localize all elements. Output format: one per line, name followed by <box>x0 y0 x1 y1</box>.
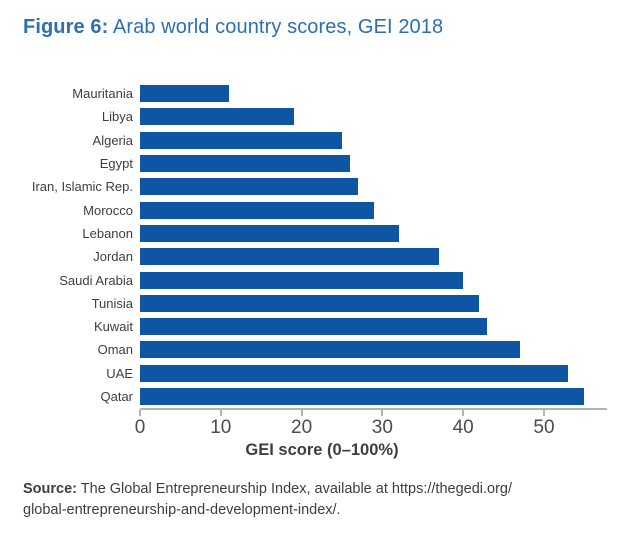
figure-title-text: Arab world country scores, GEI 2018 <box>108 16 444 38</box>
bar-track <box>140 108 607 126</box>
axis-tick-label: 30 <box>371 417 393 439</box>
bar <box>140 271 464 289</box>
bar <box>140 131 342 149</box>
bar-track <box>140 155 607 173</box>
category-label: Morocco <box>83 202 133 218</box>
bar <box>140 85 229 103</box>
bar-row: Tunisia <box>0 292 630 315</box>
category-label: Lebanon <box>82 225 133 241</box>
figure-title: Figure 6: Arab world country scores, GEI… <box>23 16 443 39</box>
bar <box>140 178 359 196</box>
bar-row: Lebanon <box>0 222 630 245</box>
bar <box>140 108 294 126</box>
axis-tick-label: 10 <box>210 417 232 439</box>
category-label: Oman <box>97 342 133 358</box>
bar <box>140 388 585 405</box>
bar-track <box>140 318 607 336</box>
bar <box>140 341 520 359</box>
x-axis: 0 10 20 30 40 50 <box>135 408 607 438</box>
category-label: Tunisia <box>91 295 133 311</box>
bar-row: Morocco <box>0 198 630 221</box>
category-label: Qatar <box>100 389 133 404</box>
category-label: Jordan <box>93 249 133 265</box>
axis-tick <box>219 410 222 417</box>
bar-track <box>140 364 607 382</box>
source-note: Source: The Global Entrepreneurship Inde… <box>23 479 603 521</box>
category-label: Kuwait <box>93 319 133 335</box>
bar-track <box>140 85 607 103</box>
bar-rows: Mauritania Libya Algeria Egypt Iran, Islamic… <box>0 82 630 408</box>
category-label: Egypt <box>99 156 133 172</box>
bar-track <box>140 178 607 196</box>
x-axis-label: GEI score (0–100%) <box>245 441 399 459</box>
category-label: Libya <box>101 109 133 125</box>
bar-row: Egypt <box>0 152 630 175</box>
bar-track <box>140 248 607 266</box>
bar <box>140 294 480 312</box>
bar-track <box>140 294 607 312</box>
bar-row: Libya <box>0 105 630 128</box>
bar-row: Algeria <box>0 129 630 152</box>
category-label: Mauritania <box>72 86 133 102</box>
bar-row: UAE <box>0 362 630 385</box>
bar-row: Kuwait <box>0 315 630 338</box>
category-label: Algeria <box>92 132 133 148</box>
bar-track <box>140 131 607 149</box>
bar-chart: Mauritania Libya Algeria Egypt Iran, Islamic… <box>0 82 630 438</box>
axis-tick <box>462 410 465 417</box>
axis-tick-label: 40 <box>452 417 474 439</box>
bar-row: Mauritania <box>0 82 630 105</box>
bar <box>140 224 399 242</box>
bar-row: Qatar <box>0 385 630 408</box>
bar-row: Oman <box>0 338 630 361</box>
axis-tick <box>542 410 545 417</box>
axis-tick-label: 0 <box>134 417 146 439</box>
bar <box>140 201 375 219</box>
bar-row: Saudi Arabia <box>0 268 630 291</box>
bar-row: Jordan <box>0 245 630 268</box>
category-label: Saudi Arabia <box>59 272 133 288</box>
axis-tick <box>139 410 141 417</box>
bar-track <box>140 224 607 242</box>
figure-title-prefix: Figure 6: <box>23 16 109 38</box>
axis-tick <box>300 410 303 417</box>
axis-tick-label: 50 <box>533 417 555 439</box>
category-label: Iran, Islamic Rep. <box>31 179 133 195</box>
source-text-line2: global-entrepreneurship-and-development-… <box>23 502 341 518</box>
bar-track <box>140 341 607 359</box>
category-label: UAE <box>106 365 133 381</box>
bar-track <box>140 201 607 219</box>
source-label: Source: <box>23 481 77 497</box>
bar-track <box>140 388 607 405</box>
bar <box>140 155 351 173</box>
bar <box>140 318 488 336</box>
axis-tick-label: 20 <box>291 417 313 439</box>
axis-tick <box>381 410 384 417</box>
bar-row: Iran, Islamic Rep. <box>0 175 630 198</box>
bar-track <box>140 271 607 289</box>
bar <box>140 364 569 382</box>
source-text-line1: The Global Entrepreneurship Index, avail… <box>77 481 513 497</box>
bar <box>140 248 439 266</box>
